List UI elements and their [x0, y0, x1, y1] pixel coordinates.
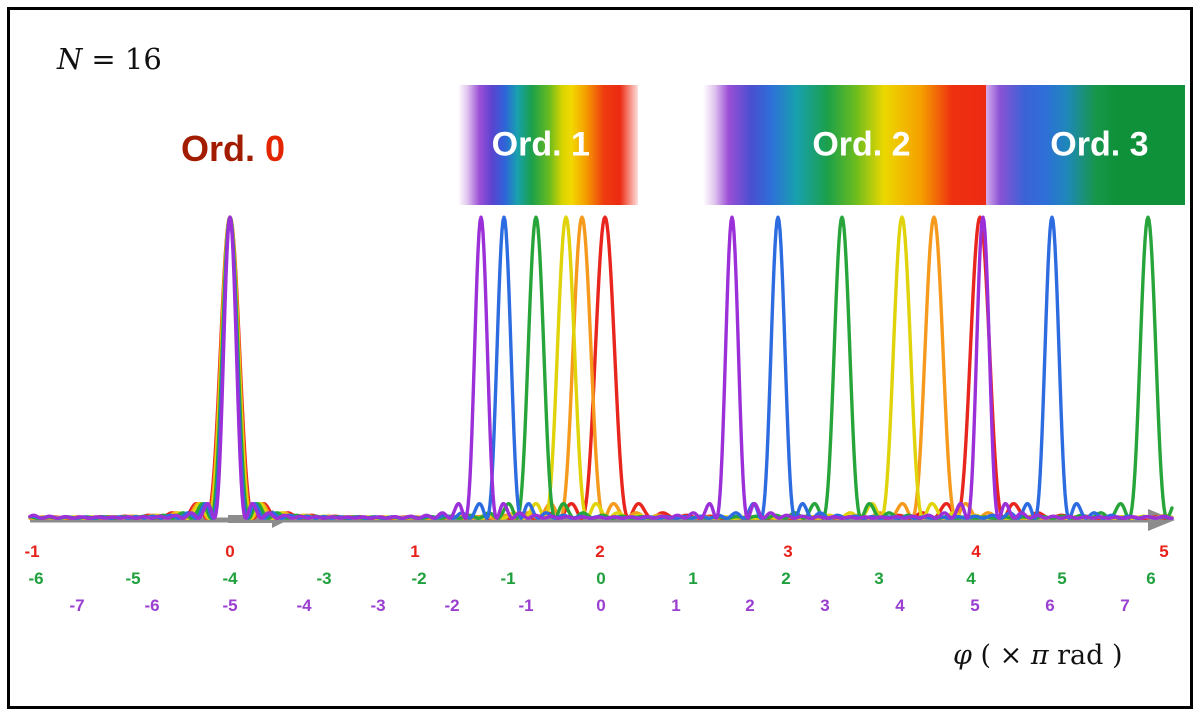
- violet-axis-tick-1: 1: [671, 596, 681, 615]
- red-axis-tick--1: -1: [24, 542, 40, 561]
- violet-axis-tick--5: -5: [222, 596, 238, 615]
- x-axis-label-mid: ( ×: [971, 640, 1031, 671]
- red-axis-tick-5: 5: [1159, 542, 1169, 561]
- red-axis-tick-1: 1: [410, 542, 420, 561]
- green-axis-tick-6: 6: [1146, 569, 1156, 588]
- violet-axis-tick--6: -6: [144, 596, 160, 615]
- order-label-ord3: Ord. 3: [1050, 125, 1149, 164]
- green-axis-tick--5: -5: [125, 569, 141, 588]
- curve-red: [28, 215, 1174, 520]
- violet-axis-tick--7: -7: [69, 596, 85, 615]
- violet-axis-tick-4: 4: [895, 596, 905, 615]
- green-axis-tick--6: -6: [28, 569, 44, 588]
- pi-symbol: π: [1030, 640, 1049, 671]
- red-axis-tick-2: 2: [595, 542, 605, 561]
- violet-axis-tick-6: 6: [1045, 596, 1055, 615]
- slit-count-label: N = 16: [57, 42, 162, 76]
- violet-axis-tick--2: -2: [444, 596, 460, 615]
- x-axis-label: φ ( × π rad ): [953, 640, 1123, 671]
- violet-axis-tick-3: 3: [820, 596, 830, 615]
- green-axis-tick-3: 3: [874, 569, 884, 588]
- green-axis-tick--4: -4: [222, 569, 238, 588]
- violet-axis-tick--3: -3: [370, 596, 386, 615]
- red-axis-tick-0: 0: [225, 542, 235, 561]
- violet-axis-tick-7: 7: [1120, 596, 1130, 615]
- order-label-ord2: Ord. 2: [812, 125, 911, 164]
- phi-symbol: φ: [953, 640, 972, 671]
- green-axis-tick--3: -3: [316, 569, 332, 588]
- order-0-label: Ord. 0: [181, 128, 285, 170]
- violet-axis-tick--1: -1: [518, 596, 534, 615]
- x-axis-arrowhead: [1148, 509, 1175, 531]
- violet-axis-tick-2: 2: [745, 596, 755, 615]
- spectrum-band-ord2: Ord. 2: [703, 85, 986, 205]
- spectrum-band-ord3: Ord. 3: [986, 85, 1185, 205]
- green-axis-tick-1: 1: [688, 569, 698, 588]
- violet-axis-tick-5: 5: [970, 596, 980, 615]
- x-axis-label-end: rad ): [1048, 640, 1123, 671]
- red-axis-tick-3: 3: [783, 542, 793, 561]
- order-label-ord1: Ord. 1: [491, 125, 590, 164]
- spectrum-band-ord1: Ord. 1: [458, 85, 638, 205]
- violet-axis-tick--4: -4: [296, 596, 312, 615]
- order-0-prefix: Ord.: [180, 128, 255, 169]
- green-axis-tick-5: 5: [1057, 569, 1067, 588]
- n-symbol: N: [57, 42, 83, 76]
- x-axis-line: [30, 517, 1148, 523]
- red-axis-tick-4: 4: [971, 542, 981, 561]
- curve-violet: [28, 215, 1174, 520]
- n-value: = 16: [91, 42, 162, 76]
- green-axis-tick--2: -2: [411, 569, 427, 588]
- violet-axis-tick-0: 0: [596, 596, 606, 615]
- green-axis-tick-4: 4: [966, 569, 976, 588]
- order-0-number: 0: [265, 128, 286, 169]
- green-axis-tick-0: 0: [596, 569, 606, 588]
- green-axis-tick-2: 2: [781, 569, 791, 588]
- green-axis-tick--1: -1: [500, 569, 516, 588]
